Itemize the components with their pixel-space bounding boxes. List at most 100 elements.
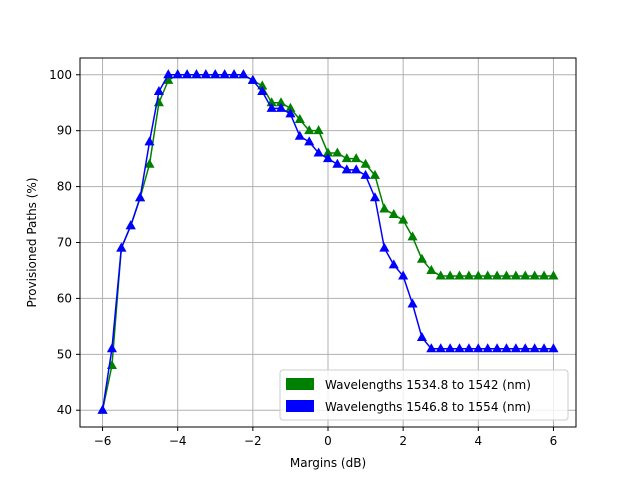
data-point — [163, 69, 174, 79]
x-tick-label: 2 — [399, 434, 407, 448]
data-point — [266, 102, 277, 112]
x-tick-label: −2 — [244, 434, 262, 448]
data-point — [445, 343, 456, 353]
data-point — [360, 158, 371, 168]
data-point — [313, 147, 324, 157]
data-point — [247, 74, 258, 84]
legend-swatch-series-1 — [286, 378, 314, 390]
data-point — [520, 270, 531, 280]
data-point — [520, 343, 531, 353]
y-tick-label: 40 — [57, 403, 72, 417]
data-point — [539, 270, 550, 280]
data-point — [304, 136, 315, 146]
data-point — [135, 192, 146, 202]
x-tick-label: 0 — [324, 434, 332, 448]
data-point — [435, 343, 446, 353]
data-point — [416, 253, 427, 263]
series-2 — [97, 69, 559, 414]
y-tick-label: 70 — [57, 236, 72, 250]
data-point — [200, 69, 211, 79]
data-point — [454, 343, 465, 353]
data-point — [369, 169, 381, 179]
data-point — [219, 69, 230, 79]
data-point — [106, 343, 117, 353]
data-point — [492, 270, 503, 280]
data-point — [285, 108, 296, 118]
data-point — [182, 69, 193, 79]
data-point — [144, 136, 155, 146]
data-point — [482, 270, 493, 280]
legend-label-series-2: Wavelengths 1546.8 to 1554 (nm) — [325, 400, 531, 414]
data-point — [332, 158, 343, 168]
data-point — [501, 343, 512, 353]
data-point — [313, 125, 324, 135]
data-point — [97, 404, 108, 414]
data-point — [510, 343, 521, 353]
data-point — [144, 158, 155, 168]
grid — [80, 58, 576, 427]
data-point — [369, 192, 381, 202]
data-point — [463, 343, 474, 353]
data-point — [322, 153, 334, 163]
data-point — [407, 231, 418, 241]
data-point — [510, 270, 521, 280]
data-point — [116, 242, 127, 252]
data-point — [257, 86, 268, 96]
data-point — [191, 69, 202, 79]
data-point — [172, 69, 183, 79]
data-point — [210, 69, 221, 79]
y-tick-label: 90 — [57, 124, 72, 138]
axis-ticks: −6 −4 −2 0 2 4 6 40 50 60 70 80 90 100 — [49, 68, 557, 448]
data-point — [398, 270, 409, 280]
y-axis-label: Provisioned Paths (%) — [25, 177, 39, 307]
data-point — [360, 169, 371, 179]
data-point — [539, 343, 550, 353]
data-point — [454, 270, 465, 280]
data-point — [388, 259, 399, 269]
data-point — [275, 102, 287, 112]
y-tick-label: 60 — [57, 291, 72, 305]
x-tick-label: −4 — [169, 434, 187, 448]
data-point — [445, 270, 456, 280]
data-point — [548, 270, 559, 280]
legend-swatch-series-2 — [286, 400, 314, 412]
data-point — [463, 270, 474, 280]
x-axis-label: Margins (dB) — [290, 456, 366, 470]
data-point — [398, 214, 409, 224]
y-tick-label: 80 — [57, 180, 72, 194]
data-point — [482, 343, 493, 353]
legend: Wavelengths 1534.8 to 1542 (nm) Waveleng… — [279, 369, 569, 421]
data-point — [341, 153, 352, 163]
data-point — [229, 69, 240, 79]
y-tick-label: 50 — [57, 347, 72, 361]
data-point — [379, 203, 390, 213]
data-point — [351, 153, 362, 163]
data-point — [492, 343, 503, 353]
data-point — [407, 298, 418, 308]
y-tick-label: 100 — [49, 68, 72, 82]
data-point — [125, 220, 136, 230]
data-point — [529, 343, 540, 353]
legend-frame — [279, 369, 569, 421]
x-tick-label: −6 — [94, 434, 112, 448]
data-point — [388, 209, 399, 219]
data-point — [426, 343, 437, 353]
data-point — [238, 69, 249, 79]
data-point — [294, 130, 305, 140]
series-layer — [97, 69, 559, 414]
data-point — [294, 113, 305, 123]
data-point — [416, 332, 427, 342]
data-point — [501, 270, 512, 280]
data-point — [332, 147, 343, 157]
data-point — [529, 270, 540, 280]
data-point — [351, 164, 362, 174]
data-point — [304, 125, 315, 135]
data-point — [341, 164, 352, 174]
data-point — [379, 242, 390, 252]
x-tick-label: 6 — [550, 434, 558, 448]
data-point — [473, 270, 484, 280]
data-point — [473, 343, 484, 353]
data-point — [548, 343, 559, 353]
x-tick-label: 4 — [474, 434, 482, 448]
